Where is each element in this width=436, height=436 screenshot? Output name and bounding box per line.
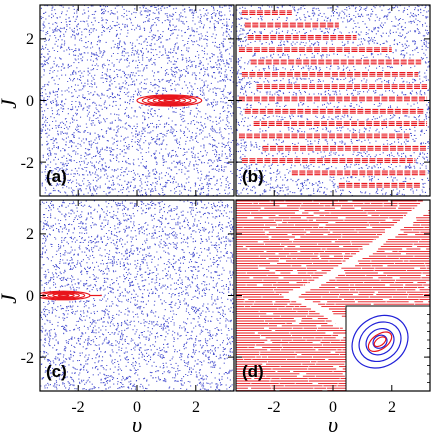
chaotic-sea-points — [236, 5, 430, 196]
inset-core-ring — [367, 331, 393, 353]
regular-island-ring — [147, 96, 192, 105]
tick-marks — [40, 5, 430, 391]
panel-label-a: (a) — [46, 167, 67, 186]
xtick-label-c-mid: 0 — [133, 399, 141, 416]
ytick-label-a-mid: 0 — [26, 93, 34, 110]
inset-orbit-ring — [358, 321, 402, 363]
ytick-label-c-bot: -2 — [21, 350, 34, 367]
regular-island-ring — [157, 98, 181, 103]
regular-island-ring — [163, 98, 176, 103]
regular-island-ring — [152, 97, 187, 104]
ytick-label-c-mid: 0 — [26, 288, 34, 305]
xtick-label-d-mid: 0 — [329, 399, 337, 416]
xtick-label-d-right: 2 — [388, 399, 396, 416]
panel-a — [40, 5, 234, 196]
regular-island-ring — [47, 292, 80, 299]
inset-core-ring — [373, 336, 387, 348]
ytick-label-c-top: 2 — [26, 226, 34, 243]
panel-b — [236, 5, 430, 196]
inset-frame — [345, 305, 430, 391]
panel-label-c: (c) — [46, 362, 67, 381]
panel-d — [236, 200, 430, 391]
inset-orbit-ring — [351, 314, 409, 369]
ytick-label-a-top: 2 — [26, 31, 34, 48]
ylabel-bottom: J — [0, 293, 21, 304]
chaotic-sea-points — [40, 200, 234, 391]
ylabel-top: J — [0, 98, 21, 109]
panel-label-d: (d) — [242, 362, 264, 381]
ytick-label-a-bot: -2 — [21, 155, 34, 172]
regular-island-ring — [141, 95, 197, 106]
regular-island-ring — [136, 94, 203, 107]
xtick-label-c-left: -2 — [71, 399, 84, 416]
panel-label-b: (b) — [242, 167, 264, 186]
xtick-label-c-right: 2 — [192, 399, 200, 416]
chaotic-sea-points — [40, 5, 234, 196]
xtick-label-d-left: -2 — [267, 399, 280, 416]
regular-island-ring — [52, 293, 75, 298]
inset-orbit-ring — [365, 327, 395, 356]
inset-orbit-ring — [372, 334, 388, 349]
xlabel-right: υ — [328, 412, 338, 436]
xlabel-left: υ — [132, 412, 142, 436]
regular-island-ring — [57, 294, 70, 297]
